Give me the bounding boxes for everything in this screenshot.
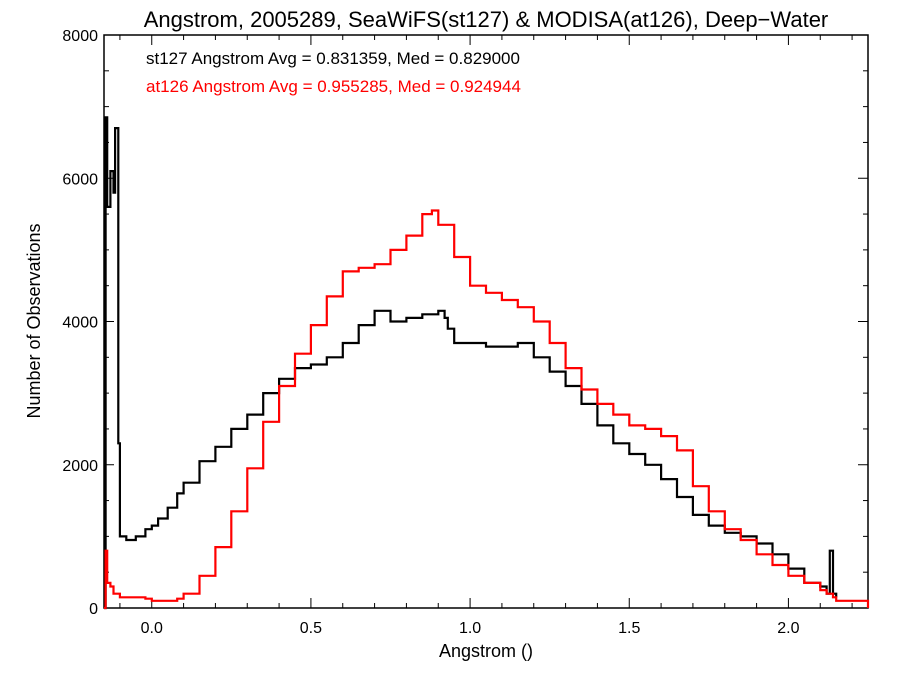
- x-axis: 0.0 0.5 1.0 1.5 2.0: [119, 35, 853, 637]
- x-tick-label: 2.0: [777, 620, 799, 637]
- x-tick-label: 1.0: [459, 620, 481, 637]
- x-tick-label: 0.0: [141, 620, 163, 637]
- annotation-at126-stats: at126 Angstrom Avg = 0.955285, Med = 0.9…: [146, 77, 521, 96]
- y-tick-label: 6000: [62, 171, 98, 188]
- series-line-0: [104, 116, 838, 610]
- series-layer: [104, 116, 870, 610]
- x-axis-label: Angstrom (): [439, 641, 533, 661]
- annotation-st127-stats: st127 Angstrom Avg = 0.831359, Med = 0.8…: [146, 49, 520, 68]
- y-axis: 0 2000 4000 6000 8000: [62, 28, 868, 618]
- y-tick-label: 2000: [62, 458, 98, 475]
- chart-title: Angstrom, 2005289, SeaWiFS(st127) & MODI…: [144, 7, 829, 32]
- x-tick-label: 1.5: [618, 620, 640, 637]
- y-axis-label: Number of Observations: [24, 223, 44, 418]
- y-tick-label: 8000: [62, 28, 98, 45]
- plot-area-frame: [103, 34, 869, 609]
- series-line-1: [104, 209, 870, 610]
- y-tick-label: 4000: [62, 315, 98, 332]
- x-tick-label: 0.5: [300, 620, 322, 637]
- y-tick-label: 0: [89, 601, 98, 618]
